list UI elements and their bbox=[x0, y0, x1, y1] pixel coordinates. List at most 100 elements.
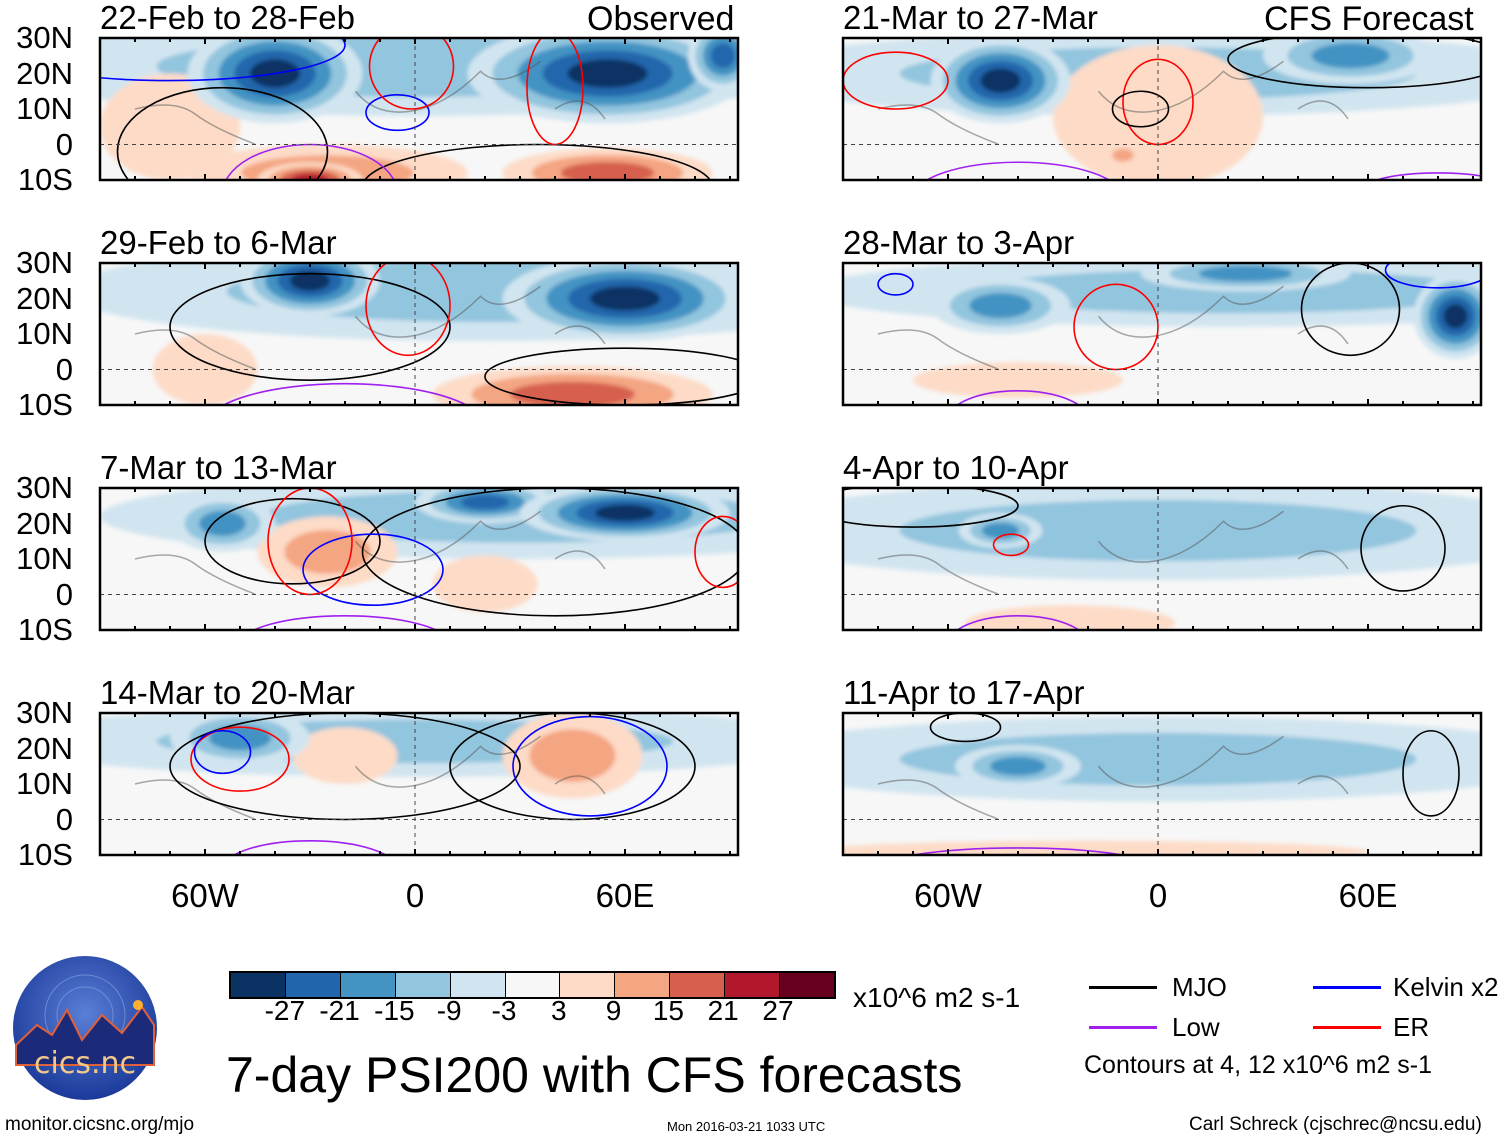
lat-label: 10S bbox=[17, 387, 73, 422]
wave-filter-contour bbox=[368, 38, 455, 110]
colorbar-swatch bbox=[394, 973, 450, 997]
colorbar-swatch bbox=[449, 973, 505, 997]
psi-anomaly-shading bbox=[432, 555, 538, 613]
panel-title: 7-Mar to 13-Mar bbox=[100, 449, 337, 486]
cics-logo: cics.nc bbox=[13, 956, 157, 1100]
colorbar-tick-label: 27 bbox=[762, 995, 794, 1026]
colorbar-tick-label: -3 bbox=[491, 995, 517, 1026]
wave-filter-contour bbox=[1375, 172, 1481, 180]
wave-filter-contour bbox=[1360, 504, 1446, 592]
logo-text: cics.nc bbox=[34, 1046, 136, 1081]
wave-filter-contour bbox=[169, 272, 451, 381]
legend-low-label: Low bbox=[1172, 1012, 1220, 1042]
psi-anomaly-shading bbox=[843, 840, 1368, 855]
colorbar-swatch bbox=[724, 973, 780, 997]
lon-label: 0 bbox=[1148, 877, 1168, 914]
wave-filter-contour bbox=[100, 38, 346, 82]
colorbar-swatch bbox=[284, 973, 340, 997]
wave-filter-contour bbox=[190, 726, 290, 792]
colorbar-swatch bbox=[614, 973, 670, 997]
psi-anomaly-shading bbox=[292, 727, 398, 784]
right-header: CFS Forecast bbox=[1264, 0, 1474, 38]
legend-mjo-line bbox=[1089, 986, 1157, 989]
lat-label: 20N bbox=[16, 280, 73, 316]
psi-anomaly-shading bbox=[529, 729, 616, 782]
lon-label: 60E bbox=[595, 877, 655, 914]
legend-kelvin-line bbox=[1313, 986, 1381, 989]
colorbar-units: x10^6 m2 s-1 bbox=[853, 982, 1021, 1013]
psi-anomaly-shading bbox=[1311, 43, 1390, 69]
contour-note: Contours at 4, 12 x10^6 m2 s-1 bbox=[1084, 1051, 1433, 1079]
wave-filter-contour bbox=[843, 51, 949, 110]
wave-filter-contour bbox=[694, 515, 738, 589]
lat-label: 10S bbox=[17, 612, 73, 647]
map-panel bbox=[841, 486, 1483, 632]
lat-label: 10S bbox=[17, 837, 73, 872]
map-panel bbox=[98, 36, 740, 182]
panel-title: 4-Apr to 10-Apr bbox=[843, 449, 1069, 486]
psi-anomaly-shading bbox=[284, 530, 371, 574]
wave-filter-contour bbox=[909, 847, 1127, 855]
source-url[interactable]: monitor.cicsnc.org/mjo bbox=[5, 1114, 195, 1135]
lat-label: 0 bbox=[55, 801, 73, 837]
lat-label: 0 bbox=[55, 576, 73, 612]
panel-title: 22-Feb to 28-Feb bbox=[100, 0, 355, 36]
panel-frame bbox=[98, 36, 740, 182]
lat-label: 10N bbox=[16, 316, 73, 351]
coastline bbox=[877, 510, 1349, 595]
psi-anomaly-shading bbox=[710, 43, 736, 69]
lon-label: 0 bbox=[405, 877, 425, 914]
wave-filter-contour bbox=[526, 38, 584, 146]
lon-label: 60W bbox=[914, 877, 982, 914]
lat-label: 30N bbox=[16, 245, 73, 280]
panel-frame bbox=[98, 261, 740, 407]
wave-filter-contour bbox=[484, 347, 738, 405]
map-panel bbox=[841, 261, 1483, 407]
psi-anomaly-shading bbox=[1443, 304, 1468, 329]
wave-filter-contour bbox=[925, 161, 1111, 180]
map-panel bbox=[98, 711, 740, 857]
psi-anomaly-shading bbox=[1112, 148, 1134, 162]
colorbar-swatch bbox=[779, 973, 834, 997]
timestamp: Mon 2016-03-21 1033 UTC bbox=[667, 1119, 826, 1134]
colorbar-swatch bbox=[339, 973, 395, 997]
wave-filter-contour bbox=[1384, 263, 1481, 289]
lat-label: 30N bbox=[16, 20, 73, 55]
colorbar-swatch bbox=[669, 973, 725, 997]
colorbar-tick-label: -9 bbox=[436, 995, 462, 1026]
left-header: Observed bbox=[587, 0, 735, 38]
wave-filter-contour bbox=[364, 143, 711, 180]
psi-anomaly-shading bbox=[980, 68, 1021, 93]
colorbar bbox=[229, 971, 836, 999]
map-panel bbox=[98, 261, 740, 407]
wave-filter-contour bbox=[929, 713, 1002, 743]
wave-filter-contour bbox=[1402, 729, 1460, 817]
map-panels bbox=[98, 36, 1483, 857]
colorbar-swatch bbox=[559, 973, 615, 997]
wave-filter-contour bbox=[877, 272, 914, 296]
psi-anomaly-shading bbox=[567, 59, 648, 88]
wave-filter-contour bbox=[169, 713, 521, 821]
lat-label: 10N bbox=[16, 541, 73, 576]
wave-filter-contour bbox=[843, 488, 1019, 528]
panel-frame bbox=[841, 261, 1483, 407]
coastline bbox=[877, 285, 1349, 370]
coastline bbox=[877, 735, 1349, 820]
author-credit: Carl Schreck (cjschrec@ncsu.edu) bbox=[1189, 1114, 1482, 1135]
panel-title: 14-Mar to 20-Mar bbox=[100, 674, 355, 711]
panel-title: 28-Mar to 3-Apr bbox=[843, 224, 1075, 261]
colorbar-tick-label: 3 bbox=[551, 995, 567, 1026]
psi-anomaly-shading bbox=[1198, 265, 1293, 282]
wave-filter-contour bbox=[956, 615, 1080, 630]
wave-filter-contour bbox=[252, 615, 438, 630]
psi-anomaly-shading bbox=[590, 286, 660, 311]
psi-anomaly-shading bbox=[913, 362, 1123, 398]
panel-frame bbox=[98, 486, 740, 632]
colorbar-tick-label: -15 bbox=[374, 995, 415, 1026]
figure-title: 7-day PSI200 with CFS forecasts bbox=[226, 1047, 963, 1103]
coastline bbox=[134, 510, 606, 595]
wave-filter-contour bbox=[992, 533, 1030, 557]
panel-title: 21-Mar to 27-Mar bbox=[843, 0, 1098, 36]
wave-filter-contour bbox=[956, 390, 1080, 405]
lat-label: 20N bbox=[16, 505, 73, 541]
